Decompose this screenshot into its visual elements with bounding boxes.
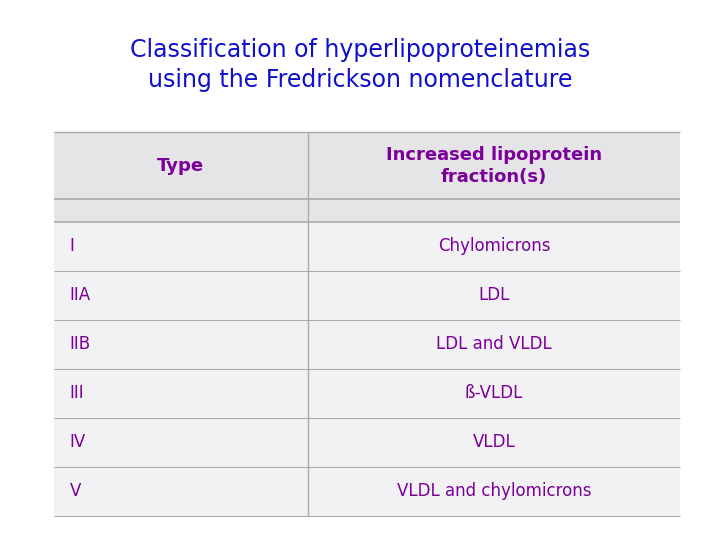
Text: Type: Type bbox=[157, 157, 204, 175]
Text: LDL: LDL bbox=[478, 286, 510, 304]
Text: LDL and VLDL: LDL and VLDL bbox=[436, 335, 552, 353]
Text: I: I bbox=[70, 237, 75, 255]
FancyBboxPatch shape bbox=[54, 417, 680, 467]
Text: IIA: IIA bbox=[70, 286, 91, 304]
Text: IIB: IIB bbox=[70, 335, 91, 353]
Text: III: III bbox=[70, 384, 84, 402]
Text: ß-VLDL: ß-VLDL bbox=[465, 384, 523, 402]
FancyBboxPatch shape bbox=[54, 271, 680, 320]
FancyBboxPatch shape bbox=[54, 221, 680, 271]
FancyBboxPatch shape bbox=[54, 199, 680, 221]
Text: Chylomicrons: Chylomicrons bbox=[438, 237, 550, 255]
Text: V: V bbox=[70, 482, 81, 500]
FancyBboxPatch shape bbox=[54, 369, 680, 417]
Text: Increased lipoprotein
fraction(s): Increased lipoprotein fraction(s) bbox=[386, 146, 602, 186]
Text: VLDL and chylomicrons: VLDL and chylomicrons bbox=[397, 482, 591, 500]
FancyBboxPatch shape bbox=[54, 132, 680, 199]
FancyBboxPatch shape bbox=[54, 467, 680, 516]
Text: Classification of hyperlipoproteinemias
using the Fredrickson nomenclature: Classification of hyperlipoproteinemias … bbox=[130, 38, 590, 92]
FancyBboxPatch shape bbox=[54, 320, 680, 369]
Text: IV: IV bbox=[70, 433, 86, 451]
Text: VLDL: VLDL bbox=[472, 433, 516, 451]
